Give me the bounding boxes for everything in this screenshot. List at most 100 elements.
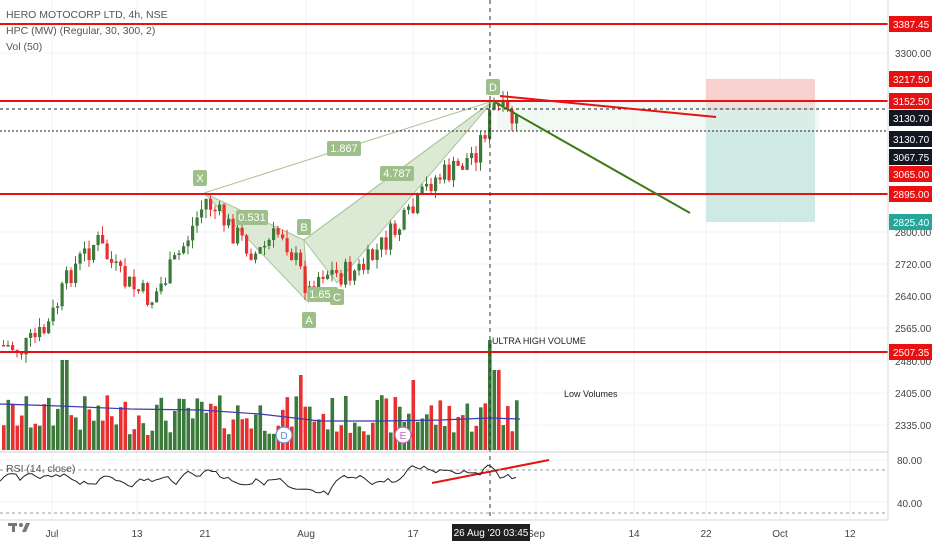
candle-body bbox=[101, 234, 105, 244]
candle-body bbox=[398, 229, 402, 235]
price-tick-label: 2480.00 bbox=[895, 357, 932, 368]
tradingview-logo bbox=[8, 523, 30, 532]
volume-bar bbox=[42, 404, 47, 450]
time-tick-label: 12 bbox=[844, 529, 856, 540]
candle-body bbox=[344, 261, 348, 285]
open-trade-shade bbox=[497, 101, 819, 131]
volume-bar bbox=[65, 360, 69, 450]
candle-body bbox=[150, 302, 154, 305]
candle-body bbox=[51, 307, 55, 322]
volume-bar bbox=[132, 429, 137, 450]
volume-bar bbox=[393, 397, 398, 450]
volume-bar bbox=[173, 410, 177, 450]
candle-body bbox=[245, 235, 249, 254]
volume-bar bbox=[87, 409, 92, 450]
price-tag: 3130.70 bbox=[889, 131, 932, 147]
volume-bar bbox=[492, 370, 497, 450]
candle-body bbox=[186, 240, 190, 247]
candle-body bbox=[114, 261, 118, 263]
candle-body bbox=[416, 193, 420, 214]
volume-marker-d[interactable]: D bbox=[275, 426, 293, 444]
price-axis[interactable]: 3300.00 2800.00 2720.00 2640.00 2565.00 2480.… bbox=[889, 16, 932, 432]
candle-body bbox=[123, 266, 127, 287]
volume-bar bbox=[389, 432, 393, 450]
falling-trendline[interactable] bbox=[499, 95, 717, 118]
volume-bar bbox=[195, 398, 200, 450]
time-tick-label: 21 bbox=[199, 529, 211, 540]
indicator-legend-volume[interactable]: Vol (50) bbox=[6, 41, 43, 53]
candle-body bbox=[42, 327, 46, 334]
time-axis[interactable]: Jul 13 21 Aug 17 Sep 14 22 Oct 12 bbox=[46, 529, 856, 540]
volume-bar bbox=[461, 415, 465, 450]
candle-body bbox=[488, 109, 492, 139]
indicator-legend-hpc[interactable]: HPC (MW) (Regular, 30, 300, 2) bbox=[6, 25, 156, 37]
rsi-divergence-line[interactable] bbox=[431, 459, 550, 484]
symbol-title[interactable]: HERO MOTOCORP LTD, 4h, NSE bbox=[6, 9, 168, 21]
volume-bar bbox=[258, 405, 263, 450]
indicator-legend-rsi[interactable]: RSI (14, close) bbox=[6, 463, 76, 475]
svg-text:D: D bbox=[489, 82, 497, 94]
candle-body bbox=[173, 255, 177, 260]
price-tick-label: 2405.00 bbox=[895, 389, 932, 400]
volume-bar bbox=[24, 396, 29, 450]
rsi-axis[interactable]: 80.00 40.00 bbox=[897, 456, 922, 510]
price-tag: 3217.50 bbox=[889, 71, 932, 87]
volume-bar bbox=[164, 420, 168, 450]
rsi-line bbox=[0, 464, 517, 496]
candle-body bbox=[330, 269, 334, 275]
time-tick-label: Oct bbox=[772, 529, 788, 540]
volume-bar bbox=[452, 432, 456, 450]
candle-body bbox=[461, 165, 465, 170]
volume-bar bbox=[56, 408, 60, 450]
volume-bar bbox=[114, 424, 119, 450]
price-tick-label: 3300.00 bbox=[895, 49, 932, 60]
svg-text:3065.00: 3065.00 bbox=[893, 170, 930, 181]
candle-body bbox=[402, 209, 406, 230]
candle-body bbox=[429, 183, 433, 192]
svg-text:1.867: 1.867 bbox=[330, 143, 358, 155]
svg-text:E: E bbox=[400, 431, 407, 442]
candle-body bbox=[492, 103, 496, 110]
volume-bar bbox=[47, 397, 51, 450]
candle-body bbox=[456, 160, 460, 166]
candle-body bbox=[465, 158, 469, 170]
candle-body bbox=[483, 135, 487, 139]
candle-body bbox=[249, 253, 253, 260]
candle-body bbox=[366, 249, 370, 270]
svg-text:C: C bbox=[333, 292, 341, 304]
candle-body bbox=[393, 223, 397, 235]
candle-body bbox=[96, 234, 100, 246]
volume-marker-e[interactable]: E bbox=[394, 426, 412, 444]
svg-text:3387.45: 3387.45 bbox=[893, 20, 930, 31]
svg-text:2895.00: 2895.00 bbox=[893, 190, 930, 201]
volume-bar bbox=[141, 423, 146, 450]
candle-body bbox=[348, 261, 352, 281]
candle-body bbox=[272, 228, 276, 241]
candle-body bbox=[389, 223, 393, 250]
volume-bar bbox=[510, 431, 515, 450]
candle-body bbox=[69, 270, 73, 284]
volume-bar bbox=[326, 429, 330, 450]
volume-bar bbox=[123, 401, 128, 450]
price-tag: 2507.35 bbox=[889, 344, 932, 360]
price-tick-label: 2640.00 bbox=[895, 292, 932, 303]
candle-body bbox=[479, 135, 483, 163]
candle-body bbox=[33, 332, 37, 338]
volume-bar bbox=[357, 426, 362, 450]
volume-bar bbox=[236, 405, 240, 450]
candle-body bbox=[11, 345, 15, 351]
candle-body bbox=[258, 247, 262, 254]
candle-body bbox=[317, 276, 321, 296]
volume-bar bbox=[515, 400, 519, 450]
candle-body bbox=[2, 345, 6, 347]
volume-bar bbox=[303, 406, 308, 450]
volume-bar bbox=[317, 419, 321, 450]
candle-body bbox=[447, 164, 451, 181]
ultra-high-volume-annotation: ULTRA HIGH VOLUME bbox=[492, 336, 586, 346]
forecast-line[interactable] bbox=[492, 100, 691, 214]
volume-bar bbox=[168, 432, 173, 450]
volume-bar bbox=[362, 431, 366, 450]
price-tag: 2895.00 bbox=[889, 186, 932, 202]
candle-body bbox=[240, 227, 244, 236]
